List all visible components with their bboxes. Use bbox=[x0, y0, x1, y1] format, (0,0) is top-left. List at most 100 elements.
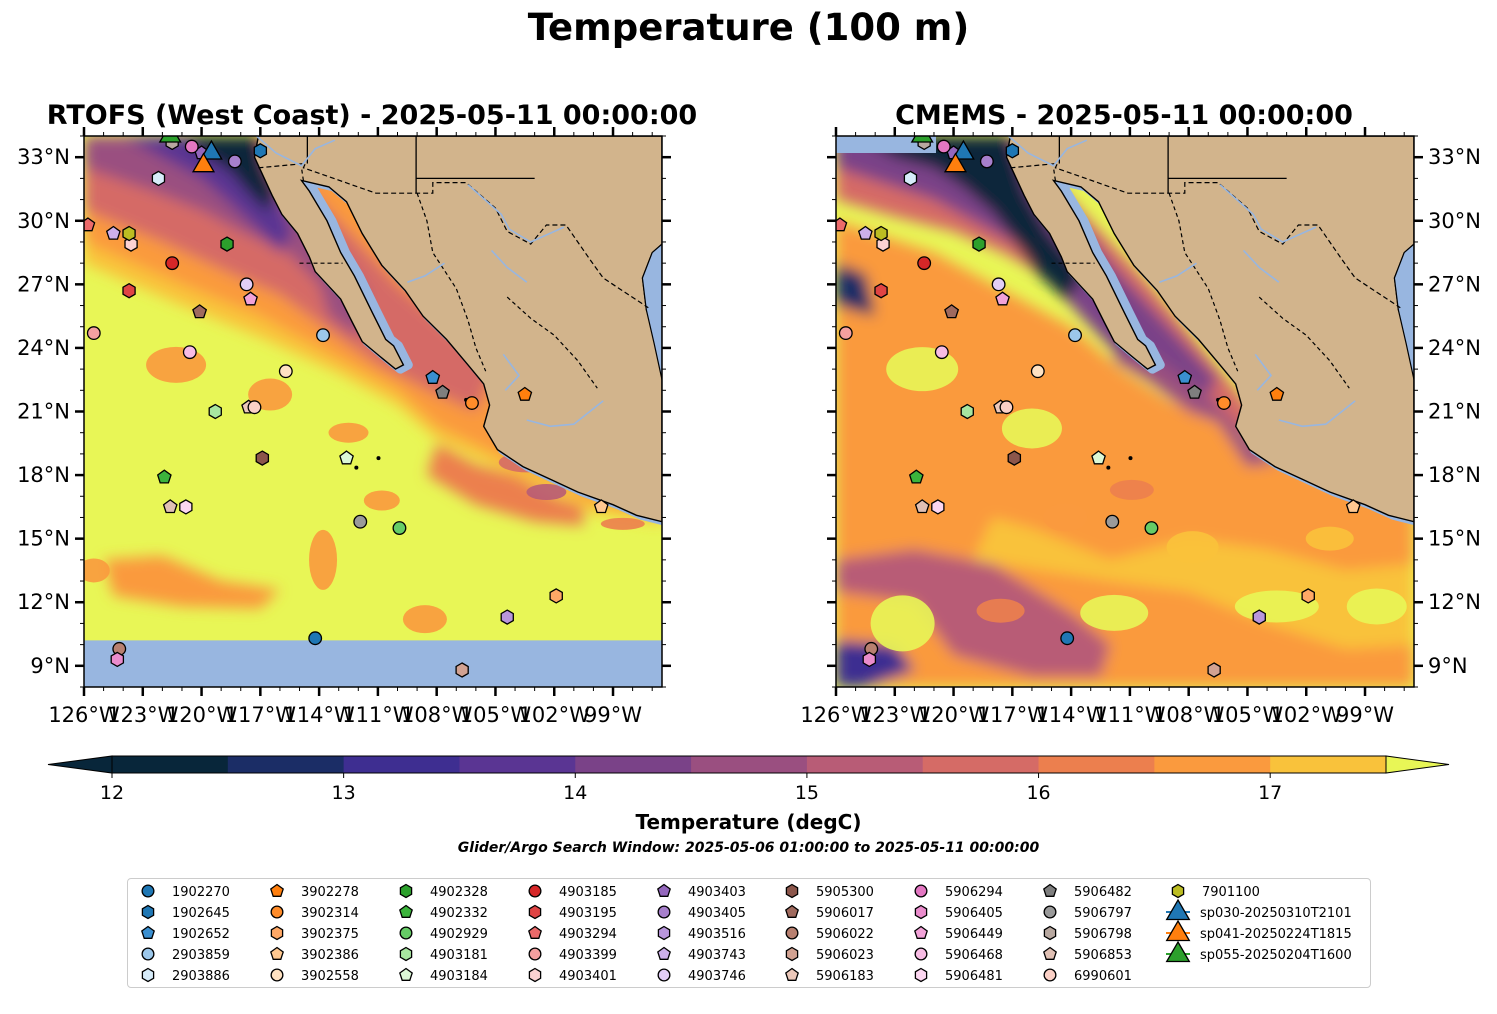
legend-label: 4903195 bbox=[559, 906, 617, 921]
platform-2903886 bbox=[903, 170, 918, 187]
legend-label: 2903886 bbox=[172, 969, 230, 984]
platform-4903181 bbox=[960, 403, 974, 420]
platform-5906853 bbox=[162, 499, 178, 514]
legend-marker-sp041-20250224T1815 bbox=[1165, 919, 1191, 942]
no-data-strip bbox=[836, 136, 936, 153]
legend-marker-4903399 bbox=[528, 947, 542, 961]
x-tick-label: 117°W bbox=[977, 703, 1049, 727]
platform-5906853 bbox=[914, 499, 930, 514]
legend-label: 3902314 bbox=[301, 906, 359, 921]
x-tick-label: 108°W bbox=[1153, 703, 1225, 727]
temperature-eddy bbox=[526, 484, 567, 501]
platform-5906481 bbox=[179, 499, 193, 515]
platform-4903516 bbox=[1252, 609, 1266, 625]
colorbar: 12 13 14 15 16 17 bbox=[47, 755, 1450, 804]
legend-marker-2903859 bbox=[141, 947, 155, 961]
legend-label: 5906183 bbox=[816, 969, 874, 984]
platform-1902652 bbox=[425, 369, 441, 384]
colorbar-tick-label: 16 bbox=[1026, 782, 1050, 804]
x-tick-label: 123°W bbox=[859, 703, 931, 727]
platform-5906449 bbox=[243, 291, 258, 306]
legend-marker-5906022 bbox=[785, 926, 799, 940]
legend-marker-7901100 bbox=[1171, 883, 1185, 899]
legend-label: 3902386 bbox=[301, 948, 359, 963]
legend-label: 5905300 bbox=[816, 885, 874, 900]
x-tick-label: 114°W bbox=[283, 703, 355, 727]
y-tick-label: 15°N bbox=[1428, 527, 1481, 551]
no-data-band bbox=[84, 640, 662, 687]
river bbox=[1007, 136, 1088, 167]
colorbar-frame bbox=[111, 755, 1387, 774]
state-border bbox=[506, 296, 598, 389]
platform-4903181 bbox=[208, 403, 222, 420]
legend-marker-5906405 bbox=[914, 904, 928, 920]
platform-4903195 bbox=[122, 282, 136, 299]
legend-label: 5906017 bbox=[816, 906, 874, 921]
rtofs-panel-title: RTOFS (West Coast) - 2025-05-11 00:00:00 bbox=[46, 100, 698, 131]
y-tick-label: 33°N bbox=[1428, 145, 1481, 169]
temperature-eddy bbox=[309, 529, 338, 590]
platform-2903886 bbox=[151, 170, 166, 187]
platform-4902332 bbox=[908, 469, 924, 484]
temperature-eddy bbox=[1346, 588, 1407, 625]
legend-marker-5906482 bbox=[1043, 883, 1057, 897]
y-tick-label: 21°N bbox=[17, 400, 70, 424]
legend-marker-3902375 bbox=[270, 925, 284, 941]
x-tick-label: 102°W bbox=[519, 703, 591, 727]
state-border bbox=[1052, 167, 1056, 181]
search-window-note: Glider/Argo Search Window: 2025-05-06 01… bbox=[457, 840, 1040, 856]
legend-label: 4903746 bbox=[688, 969, 746, 984]
platform-4903516 bbox=[500, 609, 514, 625]
colorbar-extend-high bbox=[1385, 755, 1450, 774]
platform-sp055-20250204T1600 bbox=[158, 136, 182, 143]
platform-5906468 bbox=[182, 345, 197, 360]
legend-marker-4902332 bbox=[399, 904, 413, 918]
platform-5906017 bbox=[192, 304, 208, 319]
x-tick-label: 120°W bbox=[166, 703, 238, 727]
legend-label: 5906481 bbox=[945, 969, 1003, 984]
y-tick-label: 12°N bbox=[1428, 590, 1481, 614]
platform-3902375 bbox=[549, 588, 563, 604]
platform-5906481 bbox=[931, 499, 945, 515]
x-tick-label: 126°W bbox=[48, 703, 120, 727]
platform-4903294 bbox=[836, 217, 848, 232]
platform-4903405 bbox=[227, 154, 242, 169]
legend-label: 6990601 bbox=[1074, 969, 1132, 984]
platform-3902558 bbox=[1030, 364, 1045, 379]
state-border bbox=[416, 192, 487, 372]
temperature-eddy bbox=[328, 422, 369, 443]
legend-label: 5906022 bbox=[816, 927, 874, 942]
platform-5906797 bbox=[353, 514, 368, 529]
colorbar-extend-low bbox=[47, 755, 113, 774]
platform-3902386 bbox=[1345, 499, 1361, 514]
x-tick-label: 126°W bbox=[800, 703, 872, 727]
platform-4902929 bbox=[392, 521, 407, 536]
legend-marker-sp030-20250310T2101 bbox=[1165, 898, 1191, 921]
platform-5906797 bbox=[1105, 514, 1120, 529]
temperature-contour bbox=[84, 136, 369, 338]
legend-label: 4903516 bbox=[688, 927, 746, 942]
legend-label: 5906797 bbox=[1074, 906, 1132, 921]
legend-label: 4903399 bbox=[559, 948, 617, 963]
platform-1902652 bbox=[1177, 369, 1193, 384]
gulf-water bbox=[1393, 243, 1414, 380]
platform-4903185 bbox=[165, 256, 180, 271]
platform-1902270 bbox=[308, 631, 323, 646]
colorbar-bin bbox=[227, 756, 345, 773]
river bbox=[1278, 400, 1356, 428]
x-tick-label: 102°W bbox=[1271, 703, 1343, 727]
y-tick-label: 27°N bbox=[1428, 272, 1481, 296]
colorbar-bin bbox=[575, 756, 692, 773]
map-panels: 126°W123°W120°W117°W114°W111°W108°W105°W… bbox=[17, 127, 1481, 727]
temperature-contour bbox=[103, 555, 280, 609]
x-tick-label: 123°W bbox=[107, 703, 179, 727]
legend-marker-4903743 bbox=[657, 946, 671, 960]
y-tick-label: 30°N bbox=[17, 209, 70, 233]
platform-4903399 bbox=[838, 326, 853, 341]
temperature-eddy bbox=[1305, 526, 1354, 551]
platform-4902332 bbox=[156, 469, 172, 484]
x-tick-label: 99°W bbox=[584, 703, 642, 727]
river bbox=[1242, 249, 1280, 283]
platform-6990601 bbox=[247, 400, 262, 415]
platform-4902328 bbox=[972, 236, 986, 252]
